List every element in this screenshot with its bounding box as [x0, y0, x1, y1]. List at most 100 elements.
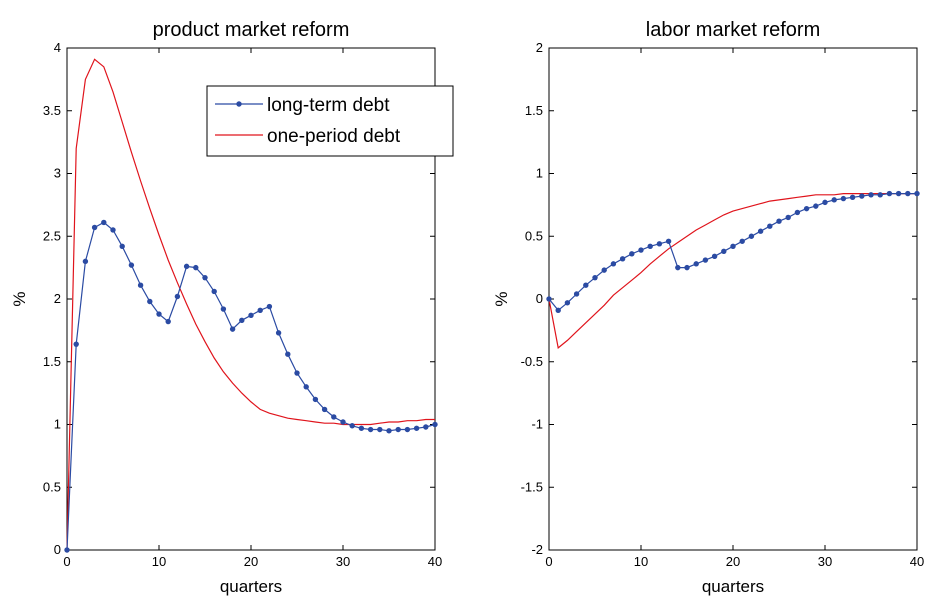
- data-point: [647, 243, 653, 249]
- y-tick-label: 1.5: [43, 354, 61, 369]
- y-tick-label: -1.5: [521, 479, 543, 494]
- data-point: [202, 274, 208, 281]
- data-point: [82, 258, 89, 265]
- panel-2: 0 10 20 30 40 -2 -1.5 -1 -0.5 0 0.5 1 1.5 2 labor mark…: [492, 19, 924, 596]
- data-point: [831, 197, 837, 203]
- plot-frame: [548, 47, 918, 551]
- data-point: [656, 241, 663, 247]
- data-point: [340, 419, 346, 425]
- data-point: [156, 311, 162, 317]
- data-point: [693, 261, 699, 267]
- x-axis-label: quarters: [220, 577, 282, 596]
- data-point: [868, 192, 874, 198]
- data-point: [321, 406, 328, 413]
- y-tick-label: 0.5: [43, 479, 61, 494]
- data-point: [248, 312, 254, 319]
- series-red: [66, 58, 435, 551]
- data-point: [721, 248, 727, 255]
- data-point: [312, 396, 319, 403]
- data-point: [137, 282, 144, 288]
- series-red: [548, 193, 917, 350]
- data-point: [294, 370, 300, 376]
- y-tick-label: -0.5: [521, 354, 543, 369]
- data-point: [266, 303, 273, 310]
- data-point: [619, 256, 626, 262]
- data-point: [629, 251, 635, 257]
- data-point: [555, 307, 561, 313]
- data-point: [432, 421, 438, 428]
- series-line: [66, 221, 436, 551]
- data-point: [423, 424, 429, 430]
- data-point: [684, 264, 690, 271]
- y-tick-label: -1: [531, 417, 543, 432]
- y-tick-label: 3.5: [43, 103, 61, 118]
- y-tick-label: 2.5: [43, 228, 61, 243]
- x-tick-label: 30: [336, 554, 350, 569]
- legend-marker: [236, 101, 242, 107]
- series-blue: [64, 219, 438, 553]
- x-tick-label: 0: [545, 554, 552, 569]
- data-point: [358, 425, 365, 431]
- data-point: [257, 307, 263, 313]
- x-tick-label: 30: [818, 554, 832, 569]
- y-tick-label: 2: [54, 291, 61, 306]
- data-point: [877, 192, 883, 198]
- y-axis-label: %: [492, 291, 511, 306]
- y-tick-label: 0: [54, 542, 61, 557]
- y-tick-label: 1: [54, 417, 61, 432]
- data-point: [849, 194, 856, 201]
- data-point: [610, 261, 617, 267]
- data-point: [377, 426, 383, 433]
- y-tick-label: 4: [54, 40, 61, 55]
- y-tick-label: 0.5: [525, 228, 543, 243]
- data-point: [91, 224, 98, 231]
- x-tick-label: 20: [726, 554, 740, 569]
- data-point: [367, 426, 374, 433]
- data-point: [395, 426, 401, 433]
- data-point: [193, 264, 199, 271]
- legend: long-term debt one-period debt: [206, 85, 454, 157]
- data-point: [767, 223, 773, 229]
- data-point: [822, 199, 828, 206]
- x-tick-label: 10: [152, 554, 166, 569]
- panel-1: 0 10 20 30 40 0 0.5 1 1.5 2 2.5 3 3.5 4 product market…: [10, 19, 454, 596]
- data-point: [349, 423, 355, 429]
- data-point: [239, 317, 245, 324]
- data-point: [592, 274, 598, 281]
- y-tick-label: -2: [531, 542, 543, 557]
- y-axis-label: %: [10, 291, 29, 306]
- data-point: [110, 227, 116, 233]
- y-tick-label: 2: [536, 40, 543, 55]
- y-tick-label: 0: [536, 291, 543, 306]
- data-point: [895, 190, 902, 197]
- data-point: [702, 257, 709, 263]
- legend-label: one-period debt: [267, 126, 401, 147]
- data-point: [583, 282, 589, 288]
- y-tick-label: 3: [54, 166, 61, 181]
- x-axis-label: quarters: [702, 577, 764, 596]
- series-line: [548, 193, 917, 350]
- data-point: [275, 330, 282, 336]
- data-point: [564, 300, 571, 306]
- data-point: [331, 414, 337, 420]
- data-point: [73, 341, 79, 347]
- data-point: [813, 203, 819, 209]
- data-point: [748, 233, 755, 239]
- data-point: [675, 264, 681, 271]
- data-point: [386, 428, 392, 434]
- data-point: [601, 267, 607, 273]
- data-point: [914, 190, 920, 197]
- data-point: [147, 298, 153, 305]
- x-tick-label: 20: [244, 554, 258, 569]
- data-point: [905, 190, 911, 197]
- data-point: [220, 306, 227, 312]
- data-point: [785, 214, 791, 221]
- data-point: [803, 205, 810, 212]
- data-point: [573, 291, 580, 297]
- legend-label: long-term debt: [267, 95, 390, 116]
- data-point: [101, 219, 107, 226]
- x-tick-label: 10: [634, 554, 648, 569]
- data-point: [211, 288, 217, 295]
- data-point: [174, 293, 181, 300]
